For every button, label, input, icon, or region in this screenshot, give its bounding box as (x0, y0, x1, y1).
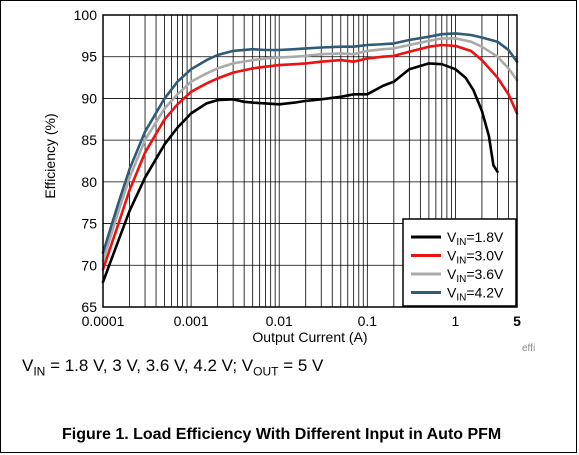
vout-subscript: OUT (253, 364, 279, 379)
y-tick-labels: 65 70 75 80 85 90 95 100 (74, 7, 98, 315)
legend-label: VIN=1.8V (447, 229, 504, 248)
y-tick-label: 75 (81, 216, 97, 232)
series-line-2 (101, 37, 519, 263)
y-tick-label: 80 (81, 174, 97, 190)
x-tick-label: 0.0001 (82, 313, 125, 329)
test-conditions: VIN = 1.8 V, 3 V, 3.6 V, 4.2 V; VOUT = 5… (22, 356, 323, 378)
y-tick-label: 70 (81, 257, 97, 273)
vin-subscript: IN (33, 364, 46, 379)
legend-label: VIN=3.6V (447, 266, 504, 285)
y-tick-label: 95 (81, 49, 97, 65)
x-tick-label: 1 (452, 313, 460, 329)
x-tick-label: 0.001 (174, 313, 209, 329)
x-tick-label: 0.1 (358, 313, 378, 329)
y-tick-label: 90 (81, 90, 97, 106)
vout-symbol: V (241, 356, 254, 375)
vin-symbol: V (22, 356, 34, 375)
plot-area-border (102, 14, 518, 308)
plot-series-group (101, 32, 519, 284)
y-tick-label: 100 (74, 7, 98, 23)
legend-label: VIN=3.0V (447, 248, 504, 267)
efficiency-chart: 65 70 75 80 85 90 95 100 0.0001 0.001 0.01 0.1 1 5 O… (42, 7, 522, 345)
watermark-text: effi (522, 343, 536, 354)
x-tick-label: 0.01 (266, 313, 293, 329)
series-line-1 (101, 43, 519, 271)
x-tick-label: 5 (513, 313, 521, 329)
x-tick-labels: 0.0001 0.001 0.01 0.1 1 5 (82, 313, 522, 329)
legend-label: VIN=4.2V (447, 285, 504, 304)
x-axis-label: Output Current (A) (252, 329, 367, 345)
y-tick-label: 65 (81, 299, 97, 315)
series-line-3 (101, 32, 519, 255)
vout-value: = 5 V (278, 356, 324, 375)
y-axis-label: Efficiency (%) (42, 113, 58, 198)
figure-caption: Figure 1. Load Efficiency With Different… (62, 426, 502, 443)
vin-values: = 1.8 V, 3 V, 3.6 V, 4.2 V; (45, 356, 242, 375)
y-tick-label: 85 (81, 132, 97, 148)
series-line-0 (101, 62, 499, 284)
